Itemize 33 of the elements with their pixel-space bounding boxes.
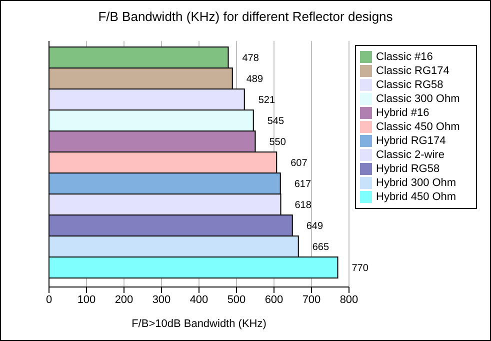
chart-title: F/B Bandwidth (KHz) for different Reflector designs bbox=[97, 9, 394, 26]
x-tick-label: 600 bbox=[264, 294, 284, 306]
legend-label: Classic 300 Ohm bbox=[376, 93, 460, 105]
data-label: 607 bbox=[290, 158, 308, 170]
legend-label: Classic RG58 bbox=[376, 79, 444, 91]
data-label: 618 bbox=[294, 200, 312, 212]
x-tick-label: 300 bbox=[152, 294, 171, 306]
legend-label: Classic 2-wire bbox=[376, 149, 444, 161]
x-axis-title: F/B>10dB Bandwidth (KHz) bbox=[132, 318, 266, 330]
legend-label: Classic #16 bbox=[376, 51, 433, 63]
legend-label: Hybrid RG58 bbox=[376, 163, 440, 175]
x-tick-label: 100 bbox=[77, 294, 96, 306]
data-label: 521 bbox=[258, 95, 276, 106]
data-label: 550 bbox=[269, 137, 286, 148]
legend-label: Hybrid RG174 bbox=[376, 135, 446, 147]
x-tick-label: 700 bbox=[302, 294, 321, 306]
data-label: 617 bbox=[294, 179, 312, 190]
data-label: 770 bbox=[352, 263, 369, 274]
data-label: 545 bbox=[267, 116, 284, 128]
legend-label: Hybrid 300 Ohm bbox=[376, 177, 456, 189]
legend-label: Hybrid 450 Ohm bbox=[376, 191, 456, 203]
x-tick-label: 800 bbox=[340, 294, 358, 306]
x-tick-label: 400 bbox=[190, 294, 208, 306]
data-label: 649 bbox=[306, 221, 324, 232]
data-label: 489 bbox=[246, 74, 264, 86]
legend-label: Classic RG174 bbox=[376, 65, 450, 77]
x-tick-label: 200 bbox=[114, 294, 134, 306]
data-label: 665 bbox=[312, 242, 330, 254]
legend-label: Hybrid #16 bbox=[376, 107, 430, 119]
x-tick-label: 500 bbox=[227, 294, 246, 306]
data-label: 478 bbox=[242, 53, 260, 64]
legend-label: Classic 450 Ohm bbox=[376, 121, 460, 133]
x-tick-label: 0 bbox=[46, 294, 52, 306]
